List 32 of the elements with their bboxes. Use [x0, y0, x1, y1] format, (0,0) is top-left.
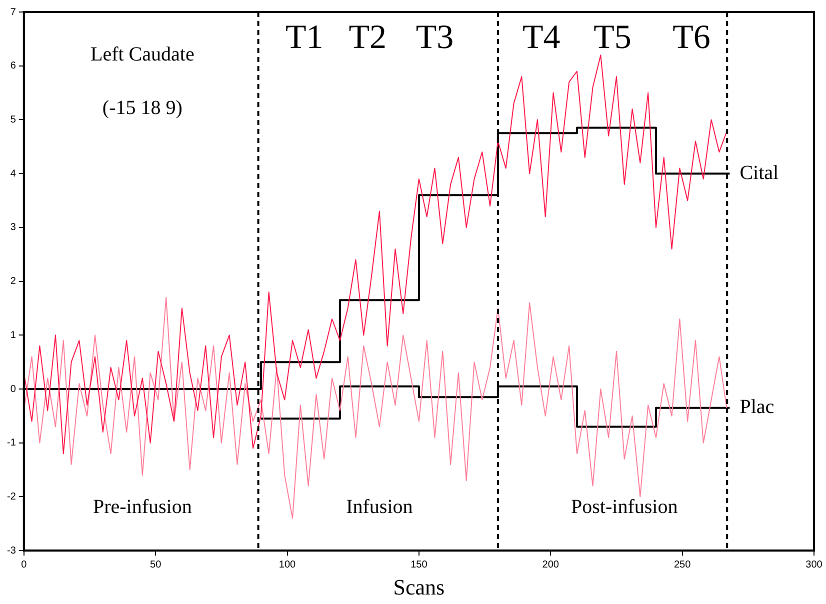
x-axis-title: Scans [393, 574, 445, 600]
y-tick-label: 2 [10, 276, 16, 288]
y-tick-label: 7 [10, 6, 16, 18]
x-tick-label: 250 [674, 559, 692, 570]
annotation: T2 [348, 18, 386, 56]
x-tick-label: 0 [21, 559, 28, 570]
y-tick-label: 3 [10, 222, 16, 234]
y-tick-label: -2 [6, 491, 16, 502]
y-tick-label: 1 [10, 330, 16, 341]
annotation: T4 [522, 18, 560, 56]
y-tick-label: -3 [6, 545, 16, 556]
x-tick-label: 150 [410, 559, 428, 570]
series-label: Cital [740, 162, 780, 184]
x-tick-label: 200 [542, 559, 560, 570]
annotation: Pre-infusion [92, 496, 192, 518]
x-tick-label: 100 [278, 559, 296, 570]
y-tick-label: 4 [10, 168, 16, 180]
annotation: (-15 18 9) [102, 97, 182, 120]
x-tick-label: 50 [150, 559, 162, 570]
annotation: T6 [672, 18, 710, 56]
y-tick-label: 0 [10, 384, 16, 395]
x-tick-label: 300 [806, 559, 823, 570]
annotation: Post-infusion [571, 496, 678, 518]
annotation: T1 [285, 18, 324, 56]
annotation: T5 [594, 18, 632, 56]
series-label: Plac [740, 396, 774, 418]
annotation: Left Caudate [90, 43, 194, 66]
annotation: Infusion [346, 496, 413, 518]
annotation: T3 [416, 18, 454, 56]
y-tick-label: 6 [10, 60, 16, 72]
y-tick-label: -1 [6, 438, 16, 449]
y-tick-label: 5 [10, 114, 16, 126]
